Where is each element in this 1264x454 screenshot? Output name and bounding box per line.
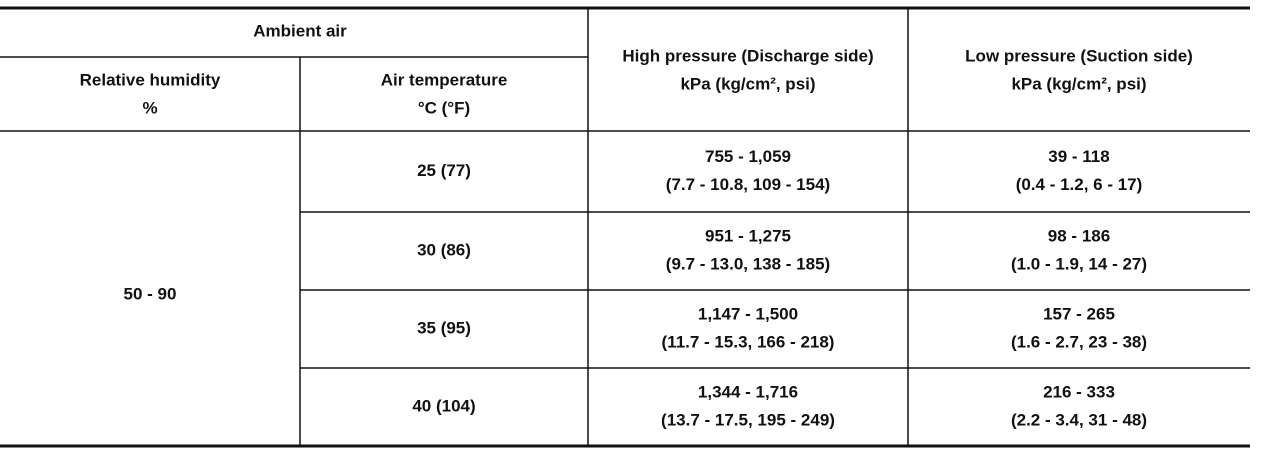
header-cell: kPa (kg/cm², psi) xyxy=(1011,74,1146,93)
table-cell: 1,344 - 1,716 xyxy=(698,382,798,401)
table-cell: 35 (95) xyxy=(417,318,471,337)
header-cell: kPa (kg/cm², psi) xyxy=(680,74,815,93)
table-cell: 98 - 186 xyxy=(1048,226,1110,245)
table-cell: 30 (86) xyxy=(417,240,471,259)
table-cell: 951 - 1,275 xyxy=(705,226,791,245)
table-cell: (7.7 - 10.8, 109 - 154) xyxy=(666,175,830,194)
header-cell: Relative humidity xyxy=(80,70,221,89)
table-cell: 1,147 - 1,500 xyxy=(698,304,798,323)
table-cell: 50 - 90 xyxy=(124,284,177,303)
header-cell: % xyxy=(142,98,157,117)
header-cell: Ambient air xyxy=(253,21,347,40)
header-cell: Air temperature xyxy=(381,70,508,89)
table-cell: (1.6 - 2.7, 23 - 38) xyxy=(1011,332,1147,351)
table-cell: (1.0 - 1.9, 14 - 27) xyxy=(1011,254,1147,273)
header-cell: Low pressure (Suction side) xyxy=(965,46,1193,65)
table-cell: (2.2 - 3.4, 31 - 48) xyxy=(1011,410,1147,429)
header-cell: High pressure (Discharge side) xyxy=(622,46,873,65)
table-cell: 755 - 1,059 xyxy=(705,147,791,166)
table-cell: 216 - 333 xyxy=(1043,382,1115,401)
header-cell: °C (°F) xyxy=(418,98,470,117)
table-cell: 25 (77) xyxy=(417,161,471,180)
table-cell: (13.7 - 17.5, 195 - 249) xyxy=(661,410,835,429)
table-cell: (9.7 - 13.0, 138 - 185) xyxy=(666,254,830,273)
table-cell: 40 (104) xyxy=(412,396,475,415)
table-cell: 39 - 118 xyxy=(1048,147,1109,166)
table-cell: 157 - 265 xyxy=(1043,304,1115,323)
table-cell: (11.7 - 15.3, 166 - 218) xyxy=(662,332,835,351)
table-cell: (0.4 - 1.2, 6 - 17) xyxy=(1016,175,1143,194)
